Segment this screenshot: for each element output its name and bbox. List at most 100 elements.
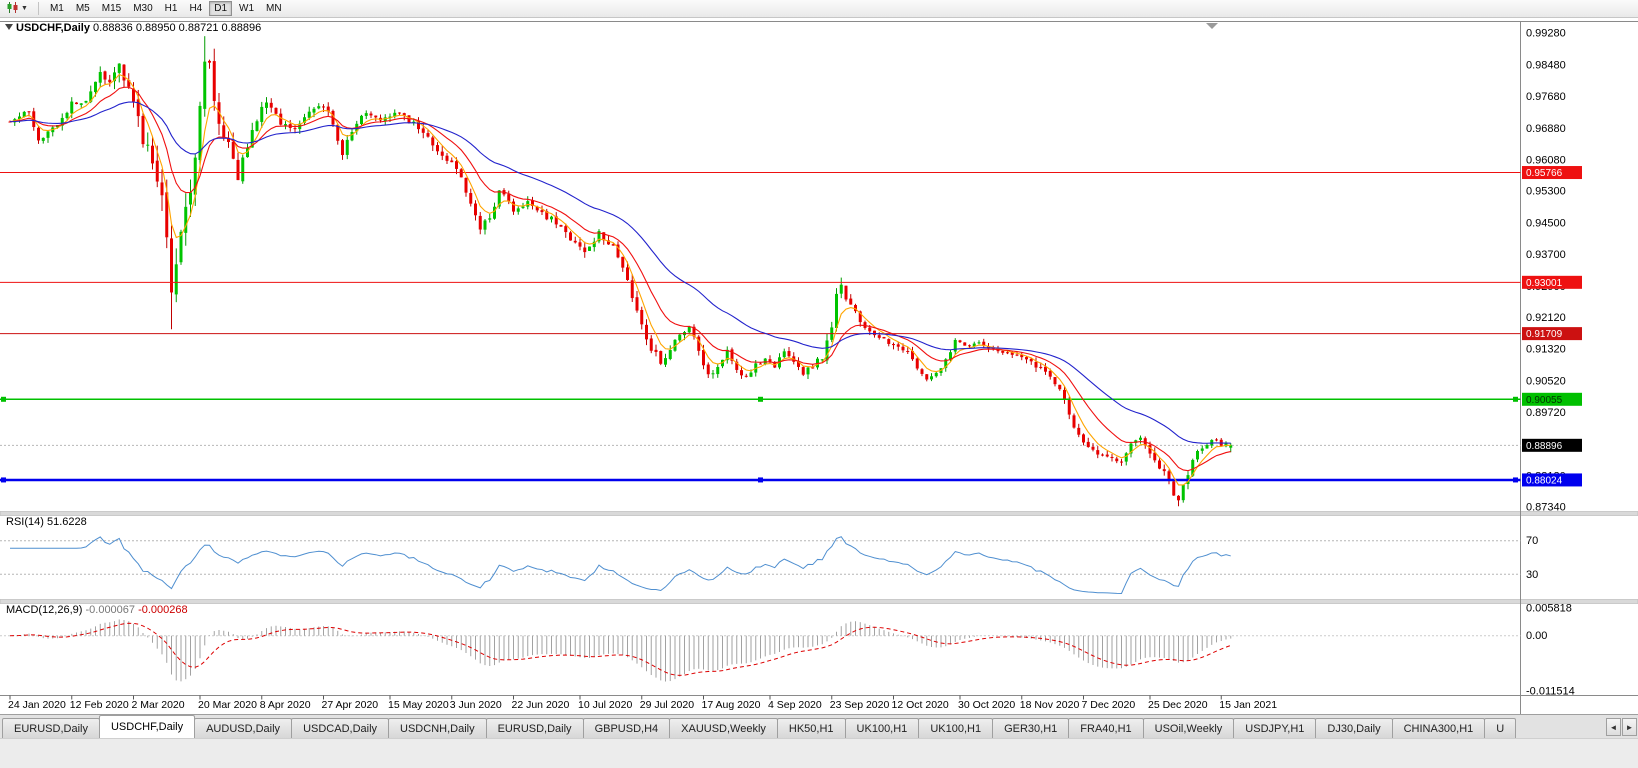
chart-tab-hk50-h1[interactable]: HK50,H1 <box>776 718 846 738</box>
price-axis-label: 0.91320 <box>1526 344 1566 356</box>
price-axis-label: 0.96080 <box>1526 155 1566 167</box>
chart-tab-ger30-h1[interactable]: GER30,H1 <box>992 718 1070 738</box>
right-arrow-icon: ► <box>1625 722 1634 732</box>
price-axis-label: 0.92120 <box>1526 312 1566 324</box>
chart-tab-usdchf-daily[interactable]: USDCHF,Daily <box>98 715 196 738</box>
chart-tab-usdjpy-h1[interactable]: USDJPY,H1 <box>1233 718 1317 738</box>
time-axis-label: 20 Mar 2020 <box>198 699 257 711</box>
fast-ma-line <box>9 73 1231 486</box>
macd-axis-min: -0.011514 <box>1526 686 1575 698</box>
chart-tab-audusd-daily[interactable]: AUDUSD,Daily <box>194 718 293 738</box>
price-axis-label: 0.89720 <box>1526 407 1566 419</box>
chart-tab-china300-h1[interactable]: CHINA300,H1 <box>1391 718 1486 738</box>
hline-badge-0.90055 <box>1522 392 1582 406</box>
time-axis-label: 7 Dec 2020 <box>1082 699 1136 711</box>
hline-badge-0.88024-text: 0.88024 <box>1526 475 1563 486</box>
hline-handle[interactable] <box>1513 396 1518 402</box>
timeframe-button-h4[interactable]: H4 <box>184 1 207 16</box>
chart-shift-marker[interactable] <box>1206 23 1218 29</box>
current-price-badge <box>1522 438 1582 452</box>
timeframe-button-w1[interactable]: W1 <box>234 1 259 16</box>
chart-tab-gbpusd-h4[interactable]: GBPUSD,H4 <box>582 718 671 738</box>
chart-window[interactable]: 0.99280 0.98480 0.97680 0.96880 0.96080 0.953… <box>0 18 1638 714</box>
hline-handle[interactable] <box>758 477 763 483</box>
time-axis-label: 12 Oct 2020 <box>892 699 949 711</box>
hline-handle[interactable] <box>1 477 6 483</box>
chart-tab-uk100-h1[interactable]: UK100,H1 <box>844 718 920 738</box>
price-chart[interactable]: 0.99280 0.98480 0.97680 0.96880 0.96080 0.953… <box>0 18 1638 714</box>
rsi-axis-label: 70 <box>1526 535 1538 547</box>
tab-scroll-right-button[interactable]: ► <box>1622 718 1637 736</box>
candlestick-chart-icon <box>7 1 19 16</box>
one-click-trading-toggle[interactable] <box>5 24 13 30</box>
price-axis-drag-zone[interactable] <box>1521 18 1638 696</box>
time-axis-label: 8 Apr 2020 <box>260 699 311 711</box>
rsi-line <box>10 536 1231 594</box>
timeframe-button-h1[interactable]: H1 <box>160 1 183 16</box>
hline-handle[interactable] <box>1 396 6 402</box>
hline-badge-0.95766 <box>1522 166 1582 180</box>
price-axis-label: 0.98480 <box>1526 59 1566 71</box>
timeframe-toolbar: ▼ M1 M5 M15 M30 H1 H4 D1 W1 MN <box>0 0 1638 18</box>
mid-ma-line <box>9 86 1231 472</box>
timeframe-button-m15[interactable]: M15 <box>97 1 126 16</box>
chart-tabbar: EURUSD,Daily USDCHF,Daily AUDUSD,Daily USDC… <box>0 714 1638 738</box>
price-axis-label: 0.87340 <box>1526 502 1566 514</box>
tab-scroll-buttons: ◄ ► <box>1606 718 1637 736</box>
chart-tab-xauusd-weekly[interactable]: XAUUSD,Weekly <box>669 718 778 738</box>
chart-tab-usdcad-daily[interactable]: USDCAD,Daily <box>291 718 390 738</box>
macd-axis-zero: 0.00 <box>1526 630 1547 642</box>
current-price-badge-text: 0.88896 <box>1526 441 1563 452</box>
price-axis-badges: 0.95766 0.93001 0.91709 0.90055 0.88024 0.888… <box>1522 166 1582 487</box>
chart-tab-uk100-h1[interactable]: UK100,H1 <box>918 718 994 738</box>
time-axis-label: 4 Sep 2020 <box>768 699 822 711</box>
time-axis-label: 23 Sep 2020 <box>830 699 890 711</box>
toolbar-separator <box>37 2 39 15</box>
hline-badge-0.90055-text: 0.90055 <box>1526 395 1563 406</box>
horizontal-line-objects <box>0 172 1521 483</box>
macd-signal-line <box>9 622 1231 676</box>
time-axis-label: 17 Aug 2020 <box>702 699 761 711</box>
chart-tab-eurusd-daily[interactable]: EURUSD,Daily <box>2 718 100 738</box>
time-axis-label: 12 Feb 2020 <box>70 699 129 711</box>
time-axis-label: 22 Jun 2020 <box>512 699 570 711</box>
chart-tab-u[interactable]: U <box>1484 718 1517 738</box>
macd-axis-labels: 0.005818 0.00 -0.011514 <box>1526 603 1575 698</box>
price-axis-label: 0.93700 <box>1526 249 1566 261</box>
chart-tab-fra40-h1[interactable]: FRA40,H1 <box>1068 718 1144 738</box>
timeframe-button-mn[interactable]: MN <box>261 1 287 16</box>
timeframe-button-m5[interactable]: M5 <box>71 1 95 16</box>
hline-badge-0.91709 <box>1522 327 1582 341</box>
tab-scroll-left-button[interactable]: ◄ <box>1606 718 1621 736</box>
hline-badge-0.95766-text: 0.95766 <box>1526 168 1563 179</box>
time-axis[interactable]: 24 Jan 2020 12 Feb 20202 Mar 2020 20 Mar 2… <box>8 695 1277 712</box>
timeframe-button-m1[interactable]: M1 <box>45 1 69 16</box>
chart-tab-dj30-daily[interactable]: DJ30,Daily <box>1315 718 1393 738</box>
chart-tab-usoil-weekly[interactable]: USOil,Weekly <box>1142 718 1235 738</box>
panel-splitter-rsi[interactable] <box>0 511 1638 516</box>
timeframe-button-d1[interactable]: D1 <box>209 1 233 16</box>
hline-handle[interactable] <box>758 396 763 402</box>
hline-badge-0.88024 <box>1522 473 1582 487</box>
time-axis-label: 18 Nov 2020 <box>1020 699 1080 711</box>
time-axis-label: 15 May 2020 <box>388 699 449 711</box>
left-arrow-icon: ◄ <box>1609 722 1618 732</box>
price-axis-label: 0.95300 <box>1526 186 1566 198</box>
time-axis-label: 2 Mar 2020 <box>132 699 185 711</box>
hline-handle[interactable] <box>1513 477 1518 483</box>
panel-splitter-macd[interactable] <box>0 599 1638 604</box>
status-bar <box>0 738 1638 768</box>
price-axis-label: 0.94500 <box>1526 217 1566 229</box>
price-axis-label: 0.96880 <box>1526 123 1566 135</box>
time-axis-drag-zone[interactable] <box>0 696 1521 715</box>
chart-tab-usdcnh-daily[interactable]: USDCNH,Daily <box>388 718 487 738</box>
time-axis-label: 10 Jul 2020 <box>578 699 632 711</box>
timeframe-button-m30[interactable]: M30 <box>128 1 157 16</box>
chevron-down-icon: ▼ <box>21 5 28 12</box>
chart-tab-eurusd-daily[interactable]: EURUSD,Daily <box>485 718 584 738</box>
slow-ma-line <box>9 101 1231 444</box>
rsi-axis-label: 30 <box>1526 569 1538 581</box>
price-axis-label: 0.90520 <box>1526 375 1566 387</box>
chart-type-button[interactable]: ▼ <box>3 1 32 16</box>
